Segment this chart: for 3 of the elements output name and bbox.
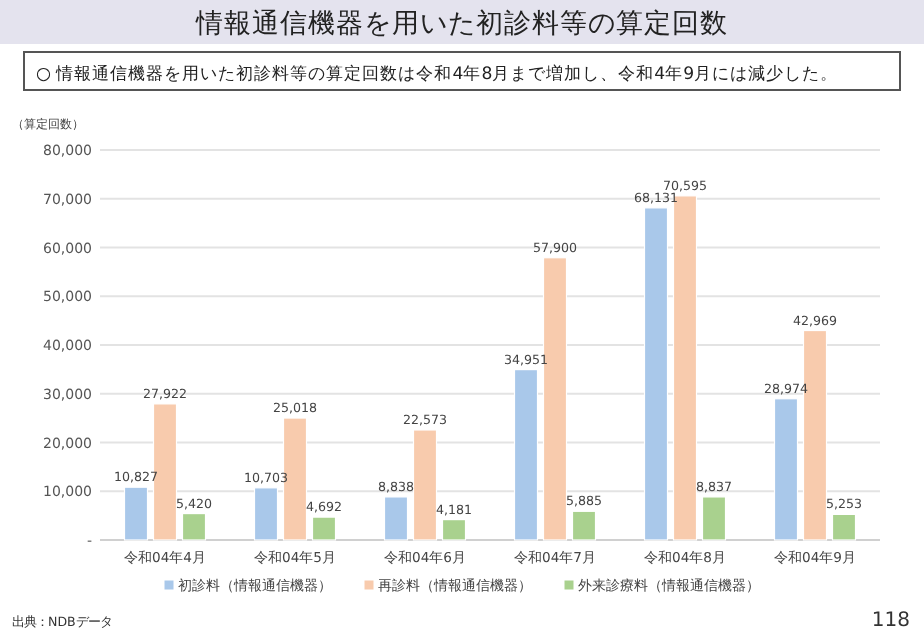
chart-subtitle: ○ 情報通信機器を用いた初診料等の算定回数は令和4年8月まで増加し、令和4年9月には減少した。 [36,63,839,85]
text: 118 [871,610,910,632]
title: 情報通信機器を用いた初診料等の算定回数 [196,8,728,40]
